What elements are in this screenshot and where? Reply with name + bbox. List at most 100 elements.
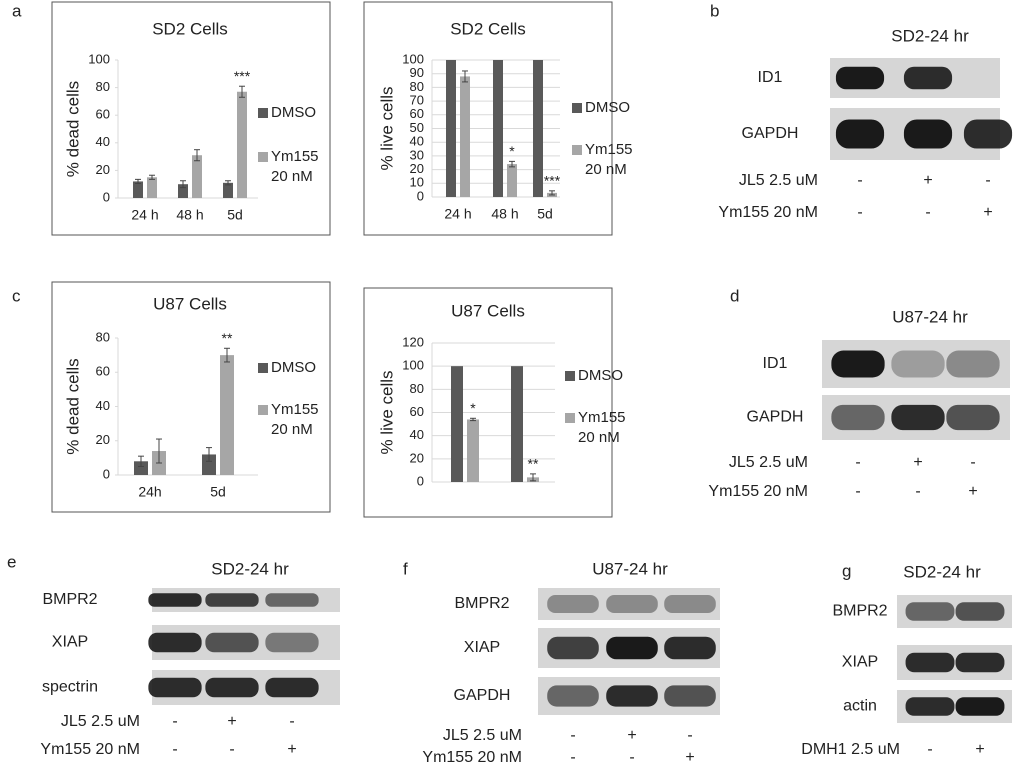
bar	[460, 76, 470, 197]
legend-entry: DMSO	[585, 99, 630, 116]
chart-frame	[51, 281, 331, 513]
legend-label: DMSO	[271, 104, 316, 121]
blot-row-label: XIAP	[52, 634, 88, 651]
condition-mark: -	[687, 727, 692, 744]
panel-label: a	[12, 1, 22, 20]
legend-entry: Ym155 20 nM	[585, 141, 633, 178]
y-tick-label: 80	[410, 79, 424, 94]
bar	[511, 366, 523, 482]
blot-band	[946, 350, 1000, 378]
bar	[467, 419, 479, 482]
legend-label: Ym155 20 nM	[578, 409, 626, 446]
condition-mark: +	[685, 749, 694, 766]
y-tick-label: 20	[96, 162, 110, 177]
y-tick-label: 80	[96, 79, 110, 94]
blot-title: U87-24 hr	[892, 307, 968, 326]
y-tick-label: 60	[410, 404, 424, 419]
legend-label: DMSO	[585, 99, 630, 116]
y-tick-label: 40	[96, 398, 110, 413]
x-tick-label: 24 h	[444, 206, 471, 222]
blot-band	[891, 404, 945, 431]
blot-row-label: GAPDH	[742, 125, 799, 142]
y-tick-label: 70	[410, 93, 424, 108]
bar	[446, 60, 456, 197]
condition-label: Ym155 20 nM	[708, 483, 808, 500]
legend-swatch	[565, 413, 575, 423]
y-tick-label: 50	[410, 120, 424, 135]
y-tick-label: 100	[88, 51, 110, 66]
legend-swatch	[565, 371, 575, 381]
blot-band	[606, 636, 658, 660]
condition-mark: -	[927, 741, 932, 758]
chart-frame	[363, 1, 613, 236]
legend-label: Ym155 20 nM	[271, 401, 319, 438]
condition-mark: -	[985, 172, 990, 189]
blot-band	[205, 593, 259, 607]
condition-mark: -	[629, 749, 634, 766]
panel-label: e	[7, 552, 16, 571]
y-tick-label: 60	[96, 364, 110, 379]
y-tick-label: 60	[410, 106, 424, 121]
condition-mark: -	[172, 741, 177, 758]
panel-label: g	[842, 561, 851, 580]
condition-label: JL5 2.5 uM	[61, 713, 140, 730]
blot-band	[606, 685, 658, 707]
y-axis-label: % live cells	[377, 86, 396, 170]
blot-band	[891, 350, 945, 378]
condition-mark: -	[857, 172, 862, 189]
legend-swatch	[258, 152, 268, 162]
y-tick-label: 40	[96, 134, 110, 149]
condition-mark: -	[925, 204, 930, 221]
blot-band	[835, 66, 885, 90]
y-tick-label: 0	[417, 473, 424, 488]
significance-label: **	[528, 456, 539, 472]
panel-label: b	[710, 1, 719, 20]
bar	[134, 461, 148, 475]
condition-mark: +	[627, 727, 636, 744]
condition-mark: +	[983, 204, 992, 221]
blot-band	[955, 697, 1005, 716]
blot-row-label: spectrin	[42, 679, 98, 696]
x-tick-label: 5d	[210, 484, 226, 500]
bar	[220, 355, 234, 475]
x-tick-label: 5d	[227, 207, 243, 223]
y-tick-label: 30	[410, 147, 424, 162]
blot-band	[831, 350, 885, 378]
condition-label: JL5 2.5 uM	[739, 172, 818, 189]
y-axis-label: % dead cells	[63, 81, 82, 177]
y-tick-label: 20	[96, 432, 110, 447]
blot-band	[955, 602, 1005, 621]
condition-label: DMH1 2.5 uM	[801, 741, 900, 758]
blot-title: SD2-24 hr	[891, 26, 969, 45]
y-tick-label: 80	[410, 381, 424, 396]
significance-label: ***	[544, 173, 561, 189]
legend-label: DMSO	[578, 367, 623, 384]
chart-frame	[51, 1, 331, 236]
legend-entry: Ym155 20 nM	[578, 409, 626, 446]
y-tick-label: 0	[103, 189, 110, 204]
blot-title: SD2-24 hr	[211, 559, 289, 578]
condition-mark: +	[287, 741, 296, 758]
blot-band	[265, 632, 319, 653]
bar	[178, 184, 188, 198]
legend-entry: DMSO	[578, 367, 623, 384]
legend-swatch	[572, 103, 582, 113]
blot-band	[547, 595, 599, 613]
x-tick-label: 24 h	[131, 207, 158, 223]
x-tick-label: 48 h	[176, 207, 203, 223]
significance-label: *	[470, 400, 476, 416]
blot-row-label: XIAP	[464, 639, 500, 656]
bar	[223, 182, 233, 198]
condition-label: Ym155 20 nM	[422, 749, 522, 766]
blot-band	[905, 602, 955, 621]
blot-row-label: GAPDH	[454, 687, 511, 704]
legend-label: Ym155 20 nM	[271, 148, 319, 185]
y-tick-label: 0	[103, 466, 110, 481]
blot-band	[547, 685, 599, 707]
condition-mark: +	[975, 741, 984, 758]
blot-row-label: BMPR2	[42, 591, 97, 608]
bar	[133, 181, 143, 198]
blot-row-label: ID1	[763, 355, 788, 372]
blot-band	[148, 677, 202, 698]
blot-row-label: XIAP	[842, 654, 878, 671]
